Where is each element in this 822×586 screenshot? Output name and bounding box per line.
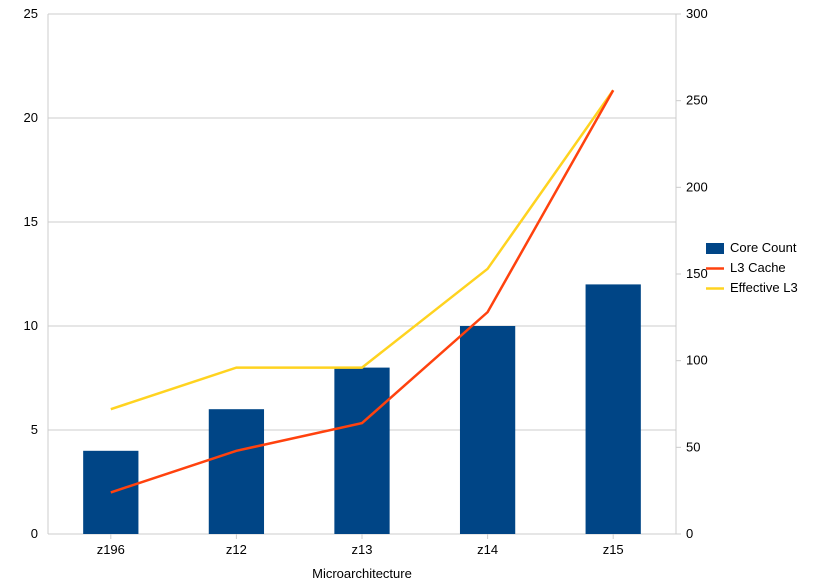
- y-left-tick-label: 10: [24, 318, 38, 333]
- y-left-tick-label: 0: [31, 526, 38, 541]
- x-axis-title: Microarchitecture: [312, 566, 412, 581]
- x-tick-label: z196: [97, 542, 125, 557]
- chart-svg: 0510152025050100150200250300z196z12z13z1…: [0, 0, 822, 586]
- y-right-tick-label: 0: [686, 526, 693, 541]
- y-right-tick-label: 250: [686, 93, 708, 108]
- legend-swatch: [706, 243, 724, 254]
- bar-core-count: [586, 284, 641, 534]
- y-left-tick-label: 5: [31, 422, 38, 437]
- y-left-tick-label: 20: [24, 110, 38, 125]
- y-right-tick-label: 50: [686, 439, 700, 454]
- bar-core-count: [209, 409, 264, 534]
- legend-item-core-count: Core Count: [730, 240, 797, 255]
- y-right-tick-label: 100: [686, 353, 708, 368]
- combo-chart: 0510152025050100150200250300z196z12z13z1…: [0, 0, 822, 586]
- y-right-tick-label: 200: [686, 179, 708, 194]
- y-right-tick-label: 150: [686, 266, 708, 281]
- y-left-tick-label: 15: [24, 214, 38, 229]
- x-tick-label: z14: [477, 542, 498, 557]
- legend-item-effective-l3: Effective L3: [730, 280, 798, 295]
- x-tick-label: z12: [226, 542, 247, 557]
- x-tick-label: z13: [352, 542, 373, 557]
- bar-core-count: [460, 326, 515, 534]
- y-right-tick-label: 300: [686, 6, 708, 21]
- bar-core-count: [334, 368, 389, 534]
- legend-item-l3-cache: L3 Cache: [730, 260, 786, 275]
- y-left-tick-label: 25: [24, 6, 38, 21]
- x-tick-label: z15: [603, 542, 624, 557]
